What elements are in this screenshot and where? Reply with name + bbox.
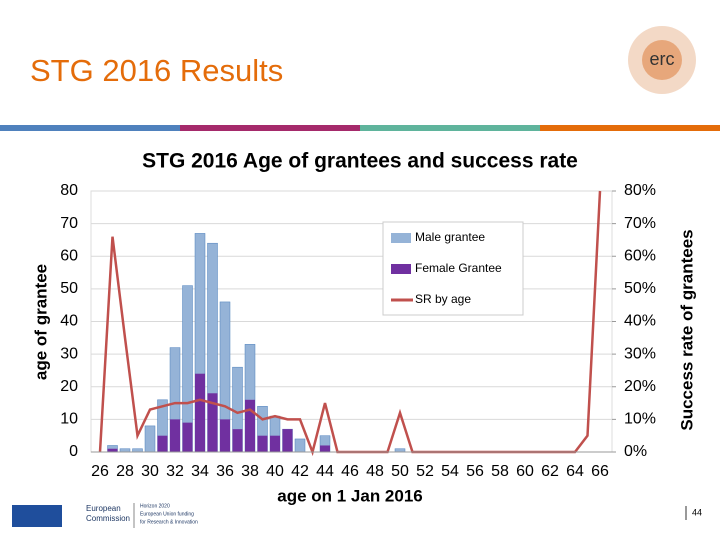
bar (182, 422, 193, 452)
x-tick-label: 62 (541, 463, 559, 480)
x-tick-label: 56 (466, 463, 484, 480)
y2-tick-label: 40% (624, 313, 656, 330)
y2-axis-label: Success rate of grantees (677, 229, 696, 430)
y-tick-label: 80 (60, 182, 78, 199)
y-tick-label: 20 (60, 378, 78, 395)
bar (257, 435, 268, 452)
legend-swatch (391, 233, 411, 243)
horizon-text: for Research & Innovation (140, 519, 198, 525)
x-tick-label: 44 (316, 463, 334, 480)
x-tick-label: 46 (341, 463, 359, 480)
y-axis-label: age of grantee (31, 264, 50, 380)
x-tick-label: 38 (241, 463, 259, 480)
bar (232, 429, 243, 452)
eu-flag (12, 505, 62, 527)
bar (195, 373, 205, 452)
y-tick-label: 60 (60, 247, 78, 264)
x-tick-label: 28 (116, 463, 134, 480)
bar (157, 435, 168, 452)
horizon-text: Horizon 2020 (140, 503, 170, 509)
band-orange (540, 125, 720, 131)
bar (220, 419, 230, 452)
x-tick-label: 60 (516, 463, 534, 480)
horizon-text: European Union funding (140, 511, 194, 517)
band-teal (360, 125, 540, 131)
y2-tick-label: 10% (624, 411, 656, 428)
x-tick-label: 58 (491, 463, 509, 480)
legend-label: Male grantee (415, 230, 485, 244)
logo-inner (642, 40, 682, 80)
y2-tick-label: 30% (624, 345, 656, 362)
commission-text: European (86, 504, 121, 513)
x-tick-label: 48 (366, 463, 384, 480)
y-tick-label: 70 (60, 215, 78, 232)
slide-title: STG 2016 Results (30, 53, 283, 88)
x-tick-label: 40 (266, 463, 284, 480)
y-tick-label: 10 (60, 411, 78, 428)
legend-label: Female Grantee (415, 261, 502, 275)
x-tick-label: 52 (416, 463, 434, 480)
logo-text: erc (649, 49, 674, 69)
legend-label: SR by age (415, 292, 471, 306)
y2-tick-label: 60% (624, 247, 656, 264)
y2-tick-label: 50% (624, 280, 656, 297)
x-tick-label: 42 (291, 463, 309, 480)
y2-tick-label: 70% (624, 215, 656, 232)
x-axis-label: age on 1 Jan 2016 (277, 486, 423, 505)
bar (207, 393, 218, 452)
chart-title: STG 2016 Age of grantees and success rat… (142, 150, 578, 173)
x-tick-label: 32 (166, 463, 184, 480)
page-number: 44 (692, 507, 702, 517)
bar (170, 419, 180, 452)
y-tick-label: 50 (60, 280, 78, 297)
y-tick-label: 0 (69, 443, 78, 460)
y-tick-label: 30 (60, 345, 78, 362)
bar (282, 429, 293, 452)
bar (107, 448, 118, 452)
bar (294, 438, 306, 453)
x-tick-label: 54 (441, 463, 459, 480)
x-tick-label: 36 (216, 463, 234, 480)
commission-text: Commission (86, 514, 130, 523)
y2-tick-label: 80% (624, 182, 656, 199)
band-magenta (180, 125, 360, 131)
y2-tick-label: 20% (624, 378, 656, 395)
band-blue (0, 125, 180, 131)
bar (144, 425, 156, 453)
y2-tick-label: 0% (624, 443, 647, 460)
x-tick-label: 66 (591, 463, 609, 480)
legend-swatch (391, 264, 411, 274)
x-tick-label: 50 (391, 463, 409, 480)
x-tick-label: 26 (91, 463, 109, 480)
bar (270, 435, 280, 452)
x-tick-label: 34 (191, 463, 209, 480)
x-tick-label: 64 (566, 463, 584, 480)
bar (320, 445, 330, 452)
x-tick-label: 30 (141, 463, 159, 480)
bar (245, 399, 255, 452)
y-tick-label: 40 (60, 313, 78, 330)
